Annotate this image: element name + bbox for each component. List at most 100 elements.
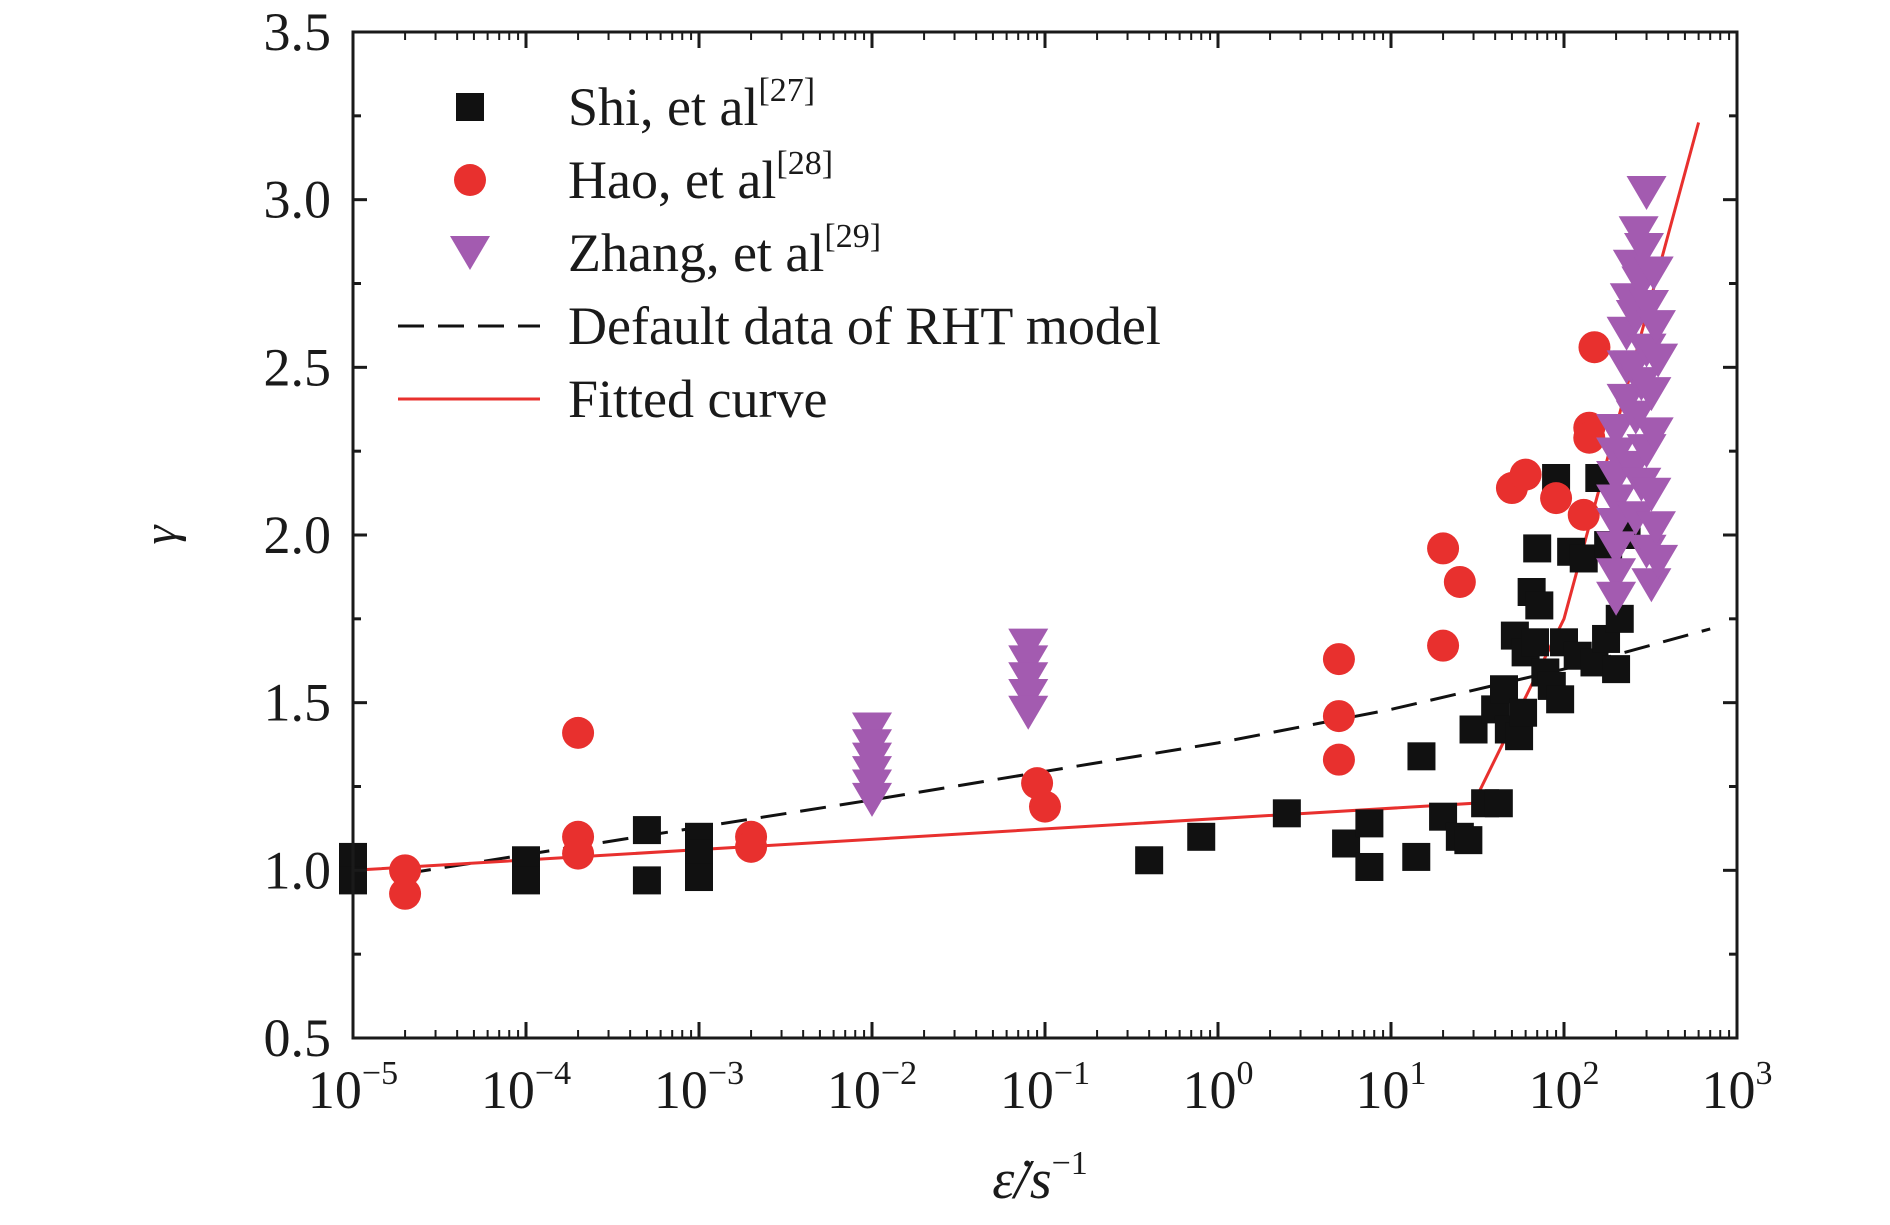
data-point-circle-1-10	[1322, 700, 1355, 733]
data-point-circle-1-6	[735, 830, 768, 863]
legend-label: Default data of RHT model	[568, 296, 1161, 356]
data-point-square-0-4	[632, 816, 661, 845]
x-tick-exponent: −1	[1054, 1055, 1090, 1092]
data-point-square-0-15	[1402, 842, 1431, 871]
x-tick-label: 10−5	[308, 1055, 398, 1120]
data-point-triangle-down-2-5	[852, 782, 892, 817]
axes	[351, 30, 1739, 1040]
data-point-square-0-33	[1525, 591, 1554, 620]
y-tick-label: 3.5	[264, 2, 332, 62]
x-tick-label: 102	[1529, 1055, 1600, 1120]
x-tick-exponent: 2	[1583, 1055, 1600, 1092]
data-point-square-0-8	[685, 863, 713, 892]
x-tick-exponent: −3	[708, 1055, 744, 1092]
x-tick-label: 10−1	[1000, 1055, 1090, 1120]
data-point-triangle-down-2-18	[1596, 581, 1637, 616]
x-tick-label: 10−3	[654, 1055, 744, 1120]
x-tick-exponent: 0	[1237, 1055, 1254, 1092]
legend-label-name: Shi, et al	[568, 77, 758, 137]
data-point-square-0-19	[1454, 826, 1483, 855]
data-point-circle-1-4	[562, 837, 595, 870]
x-axis-label-exponent: −1	[1052, 1145, 1088, 1182]
data-point-square-0-14	[1355, 852, 1384, 881]
y-tick-label: 1.5	[264, 673, 332, 733]
x-tick-base: 10	[481, 1060, 535, 1120]
data-point-circle-1-21	[1578, 331, 1611, 364]
data-point-square-0-10	[1187, 822, 1216, 851]
x-tick-base: 10	[1529, 1060, 1583, 1120]
data-point-square-0-46	[1602, 655, 1631, 684]
data-point-square-0-31	[1521, 628, 1550, 657]
data-point-circle-1-20	[1573, 421, 1606, 454]
legend-label-reference: [29]	[824, 218, 881, 255]
legend-label-name: Default data of RHT model	[568, 296, 1161, 356]
data-point-circle-1-18	[1567, 498, 1600, 531]
legend-label: Shi, et al[27]	[568, 72, 815, 137]
x-tick-base: 10	[654, 1060, 708, 1120]
x-tick-label: 10−2	[827, 1055, 917, 1120]
legend-label-reference: [27]	[758, 72, 815, 109]
y-axis-label: γ	[134, 524, 187, 544]
data-point-triangle-down-2-17	[1596, 558, 1637, 593]
data-point-square-0-23	[1484, 789, 1513, 818]
x-tick-exponent: 3	[1756, 1055, 1773, 1092]
x-tick-exponent: −4	[535, 1055, 571, 1092]
data-point-circle-1-8	[1029, 790, 1061, 823]
data-point-square-0-28	[1509, 698, 1538, 727]
data-point-circle-1-17	[1540, 482, 1573, 515]
x-tick-exponent: −2	[881, 1055, 917, 1092]
data-point-square-0-27	[1505, 722, 1534, 751]
data-point-triangle-down-2-46	[1638, 343, 1679, 378]
data-point-circle-1-13	[1427, 629, 1460, 662]
x-tick-label: 10−4	[481, 1055, 571, 1120]
data-point-triangle-down-2-33	[1623, 232, 1664, 267]
x-axis-label: ε̇/s−1	[992, 1145, 1088, 1211]
data-point-square-0-32	[1523, 534, 1552, 563]
data-point-square-0-7	[685, 839, 713, 868]
data-points	[339, 175, 1679, 910]
data-point-square-0-16	[1407, 742, 1436, 771]
y-tick-label: 2.0	[264, 505, 332, 565]
legend-label: Hao, et al[28]	[568, 145, 833, 210]
x-tick-base: 10	[1000, 1060, 1054, 1120]
y-tick-label: 0.5	[264, 1008, 332, 1068]
y-tick-label: 2.5	[264, 337, 332, 397]
legend-label-name: Hao, et al	[568, 150, 776, 210]
data-point-triangle-down-2-10	[1008, 695, 1049, 730]
x-axis-label-main: ε̇/s	[992, 1149, 1051, 1211]
x-tick-exponent: −5	[362, 1055, 398, 1092]
data-point-circle-1-14	[1443, 565, 1476, 598]
y-tick-label: 3.0	[264, 170, 332, 230]
data-point-triangle-down-2-11	[1596, 414, 1637, 449]
x-tick-label: 101	[1356, 1055, 1427, 1120]
data-point-triangle-down-2-34	[1626, 175, 1667, 210]
x-tick-base: 10	[1183, 1060, 1237, 1120]
data-point-triangle-down-2-16	[1596, 531, 1637, 566]
data-point-triangle-down-2-41	[1631, 568, 1672, 603]
data-point-triangle-down-2-45	[1635, 511, 1676, 546]
data-point-circle-1-16	[1509, 458, 1542, 491]
data-point-triangle-down-2-43	[1633, 417, 1674, 452]
data-point-triangle-down-2-44	[1635, 310, 1676, 345]
data-point-square-0-24	[1490, 675, 1519, 704]
y-tick-label: 1.0	[264, 840, 332, 900]
data-point-triangle-down-2-39	[1631, 377, 1672, 412]
legend-label: Fitted curve	[568, 369, 827, 429]
data-point-triangle-down-2-42	[1633, 256, 1674, 291]
legend-marker-circle	[454, 164, 486, 196]
legend-label-name: Fitted curve	[568, 369, 827, 429]
x-tick-base: 10	[827, 1060, 881, 1120]
legend-label-reference: [28]	[776, 145, 833, 182]
data-point-square-0-9	[1135, 846, 1164, 875]
data-point-circle-1-9	[1322, 643, 1355, 676]
data-point-triangle-down-2-47	[1638, 544, 1679, 579]
data-point-square-0-41	[1569, 544, 1598, 573]
legend-label-name: Zhang, et al	[568, 223, 824, 283]
data-point-square-0-37	[1546, 685, 1575, 714]
data-point-triangle-down-2-28	[1615, 501, 1656, 536]
data-point-square-0-11	[1272, 799, 1301, 828]
x-tick-exponent: 1	[1410, 1055, 1427, 1092]
legend-label: Zhang, et al[29]	[568, 218, 881, 283]
x-tick-base: 10	[1356, 1060, 1410, 1120]
